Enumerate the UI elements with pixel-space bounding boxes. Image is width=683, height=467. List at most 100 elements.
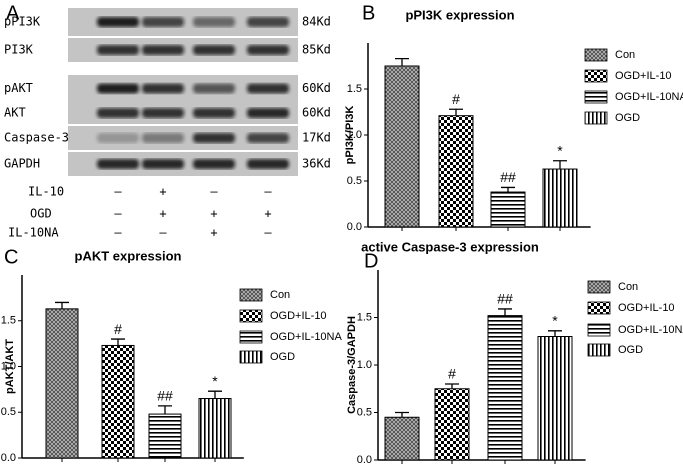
blot-row-label: pAKT (4, 81, 33, 95)
legend-label: OGD+IL-10NA (618, 324, 683, 336)
condition-sign: + (159, 185, 166, 199)
significance-mark: # (114, 321, 122, 337)
legend-label: Con (615, 49, 635, 61)
blot-band (247, 45, 289, 55)
condition-sign: + (264, 207, 271, 221)
blot-size-label: 85Kd (302, 43, 331, 57)
legend-label: Con (270, 289, 290, 301)
blot-band (97, 133, 139, 143)
bar (542, 168, 578, 228)
panel-label: C (4, 246, 18, 268)
error-bar (548, 330, 562, 337)
y-tick-label: 1.5 (357, 311, 372, 323)
legend-label: OGD (270, 351, 295, 363)
blot-band (142, 159, 184, 169)
condition-label: OGD (30, 207, 52, 221)
error-bar (395, 57, 409, 66)
y-tick-label: 1.5 (1, 315, 16, 327)
y-axis-label: pAKT/AKT (4, 339, 16, 394)
blot-band (142, 17, 184, 27)
condition-sign: – (264, 185, 272, 199)
bar (434, 388, 470, 461)
legend-swatch (239, 330, 263, 344)
error-bar (553, 160, 567, 170)
blot-row-label: pPI3K (4, 15, 41, 29)
blot-size-label: 60Kd (302, 106, 331, 120)
blot-band (97, 17, 139, 27)
legend-swatch (584, 69, 608, 83)
blot-band (97, 159, 139, 169)
blot-band (142, 83, 184, 94)
significance-mark: * (552, 313, 558, 329)
legend-label: Con (618, 281, 638, 293)
significance-mark: * (212, 373, 218, 389)
y-tick-label: 1.0 (347, 129, 362, 141)
blot-row-label: AKT (4, 106, 26, 120)
condition-sign: – (159, 226, 167, 240)
y-tick-label: 0.5 (347, 175, 362, 187)
legend-swatch (587, 343, 611, 357)
condition-sign: – (114, 207, 122, 221)
error-bar (501, 186, 515, 193)
chart-title: pPI3K expression (405, 7, 514, 22)
legend-label: OGD+IL-10 (615, 70, 672, 82)
legend-swatch (239, 350, 263, 364)
y-tick-label: 0.5 (357, 406, 372, 418)
blot-band (247, 108, 289, 118)
blot-band (142, 133, 184, 143)
condition-sign: – (114, 226, 122, 240)
blot-band (97, 83, 139, 94)
y-tick-label: 1.0 (1, 360, 16, 372)
legend-label: OGD (618, 344, 643, 356)
y-tick-label: 1.0 (357, 359, 372, 371)
y-axis-label: pPI3K/PI3K (344, 106, 356, 165)
bar (148, 413, 182, 459)
error-bar (445, 383, 459, 389)
blot-row-label: Caspase-3 (4, 131, 69, 145)
bar (101, 344, 135, 459)
bar (438, 115, 474, 228)
blot-band (247, 17, 289, 27)
legend-swatch (584, 111, 608, 125)
condition-sign: + (210, 226, 217, 240)
legend-swatch (587, 323, 611, 337)
significance-mark: * (557, 142, 563, 158)
blot-band (193, 108, 235, 118)
bar (198, 398, 232, 459)
chart-title: pAKT expression (75, 248, 182, 263)
blot-band (247, 83, 289, 94)
blot-band (193, 17, 235, 27)
error-bar (498, 308, 512, 316)
bar (487, 315, 523, 461)
panel-label: B (362, 2, 375, 24)
significance-mark: ## (497, 291, 513, 307)
significance-mark: # (452, 91, 460, 107)
blot-band (142, 45, 184, 55)
blot-band (142, 108, 184, 118)
blot-band (97, 45, 139, 55)
condition-label: IL-10NA (8, 226, 59, 240)
significance-mark: # (448, 366, 456, 382)
legend-label: OGD (615, 112, 640, 124)
significance-mark: ## (500, 169, 516, 185)
legend-swatch (587, 280, 611, 294)
y-tick-label: 0.0 (357, 454, 372, 466)
legend-label: OGD+IL-10 (270, 310, 327, 322)
blot-band (193, 83, 235, 94)
panel-label: A (6, 2, 20, 24)
legend-label: OGD+IL-10NA (615, 91, 683, 103)
condition-sign: + (159, 207, 166, 221)
legend-swatch (239, 309, 263, 323)
legend-label: OGD+IL-10 (618, 302, 675, 314)
bar (384, 65, 420, 228)
condition-sign: – (210, 185, 218, 199)
bar (384, 416, 420, 461)
error-bar (158, 405, 172, 415)
bar (537, 336, 573, 461)
blot-size-label: 60Kd (302, 81, 331, 95)
legend-swatch (584, 48, 608, 62)
error-bar (55, 301, 69, 309)
error-bar (208, 390, 222, 399)
blot-band (97, 108, 139, 118)
